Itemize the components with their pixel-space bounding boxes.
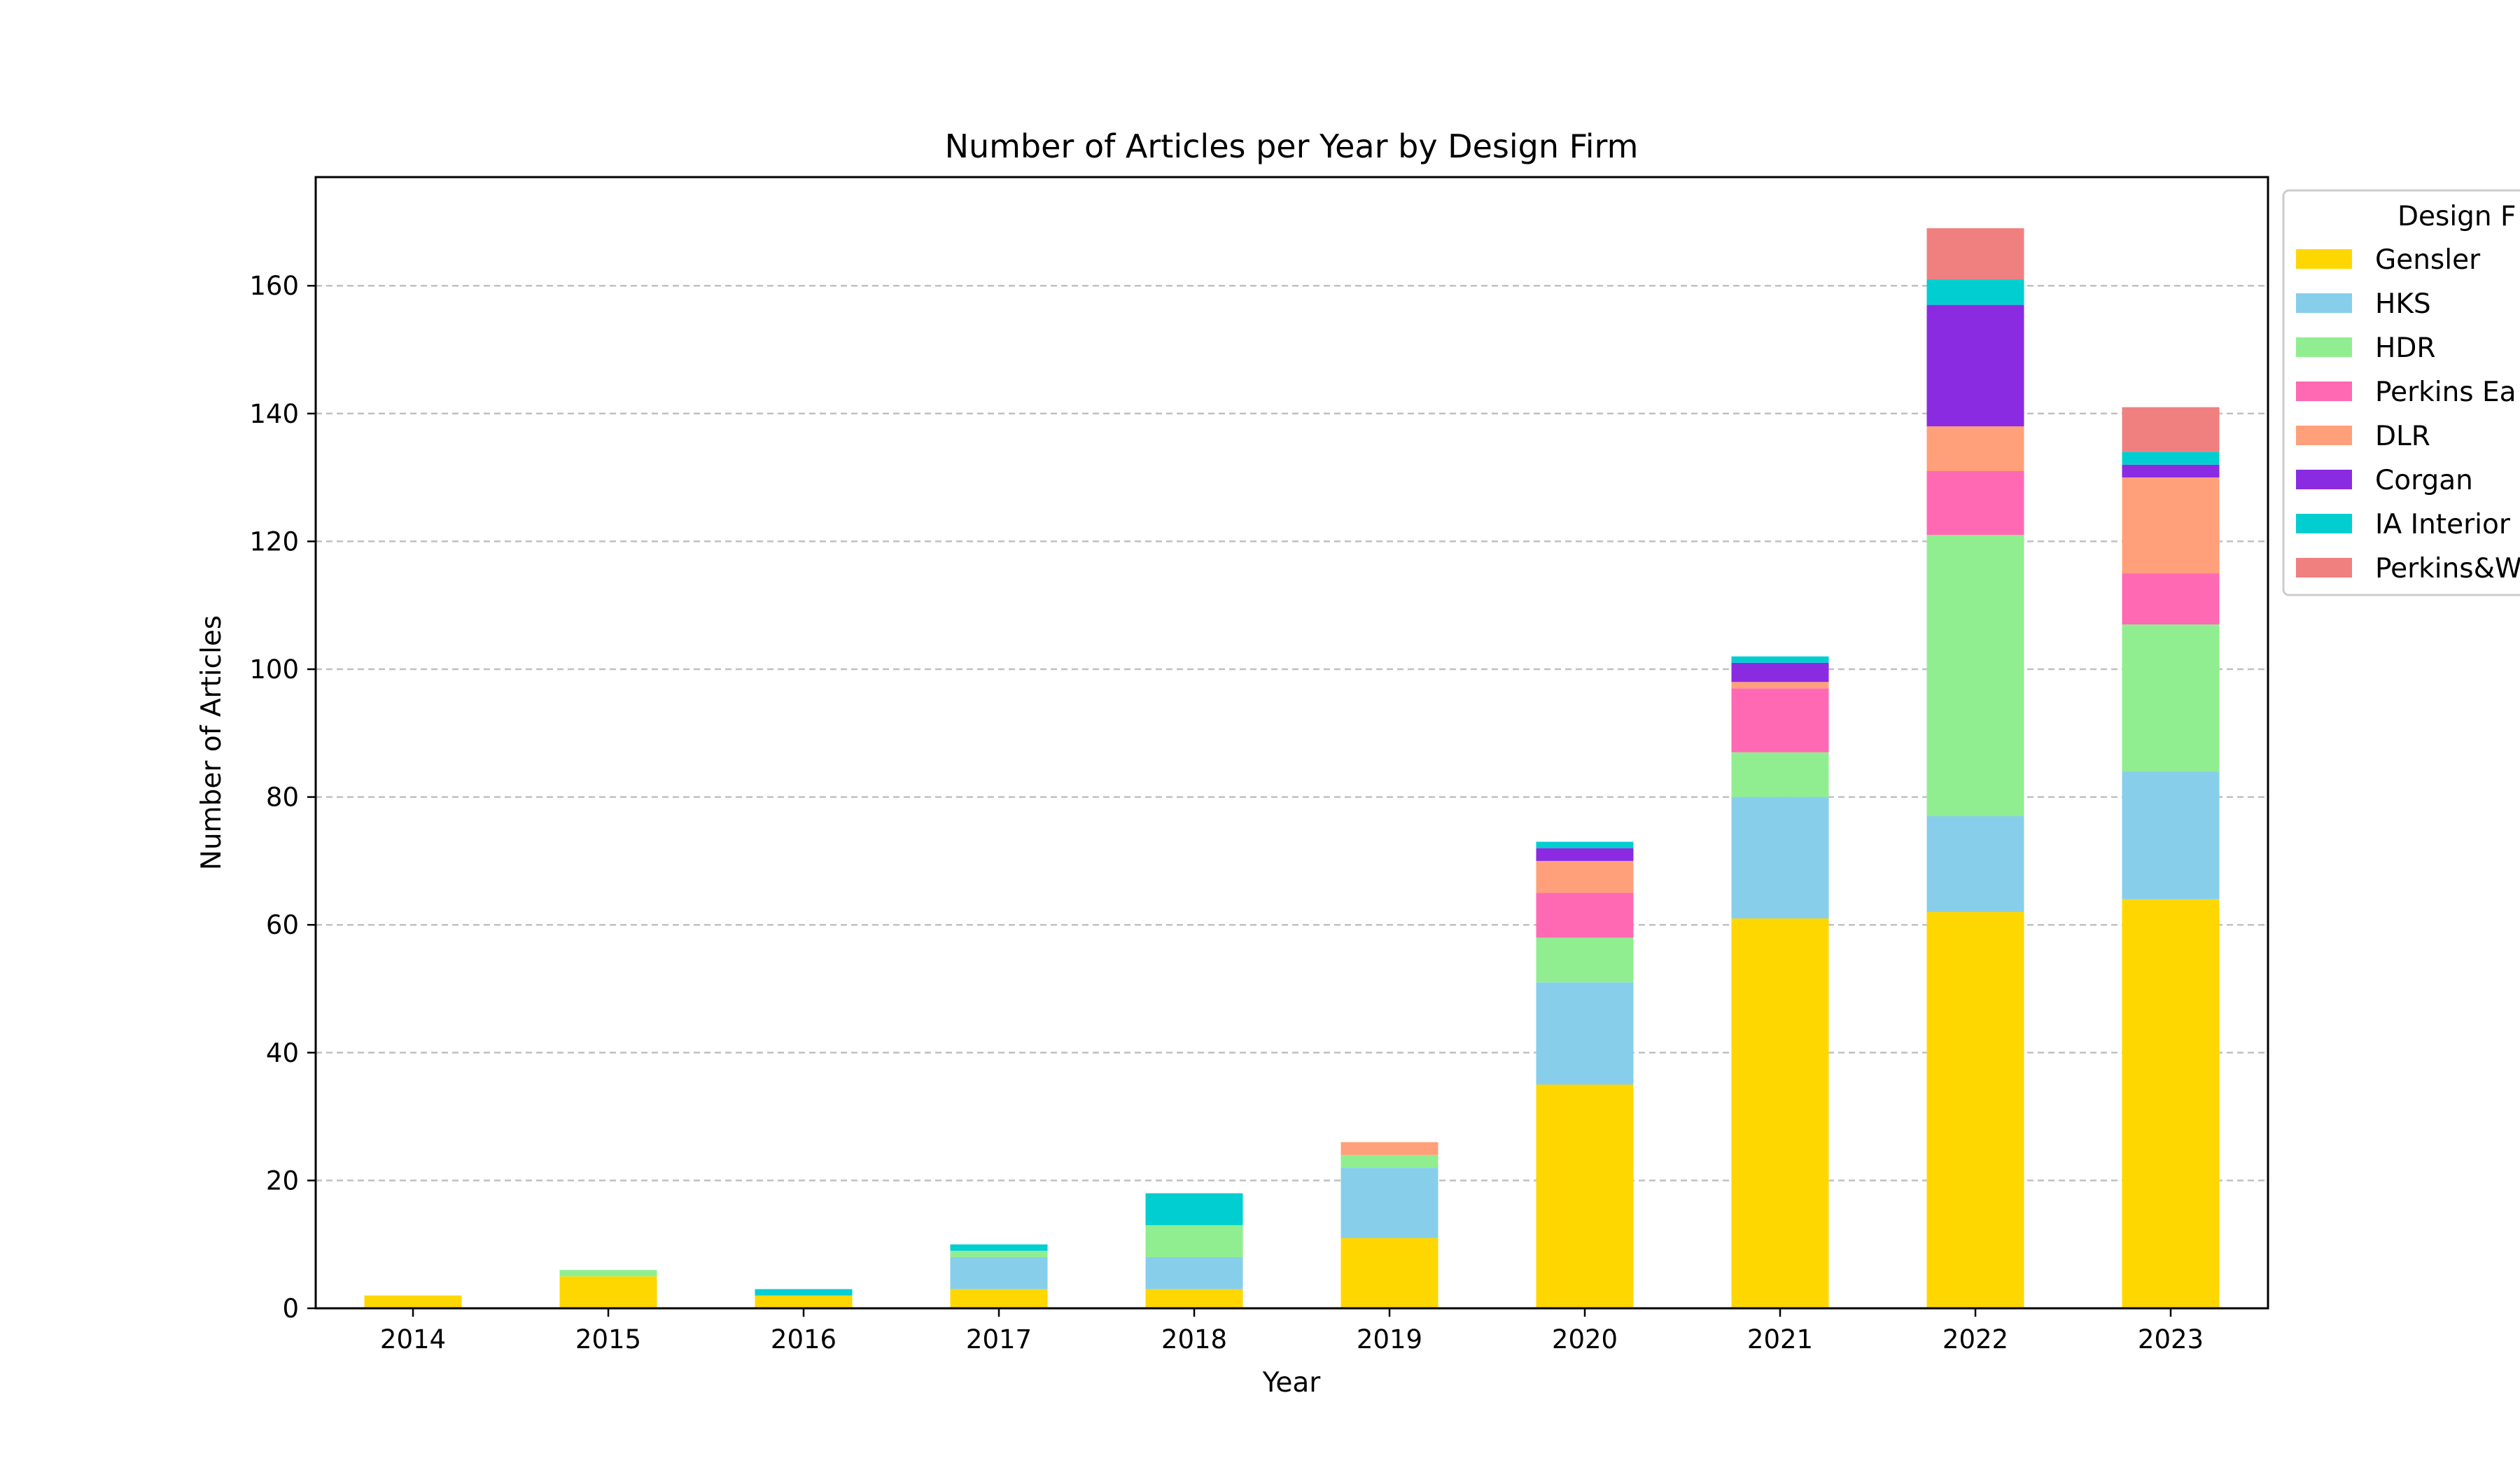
bar-segment-hks-2018 — [1145, 1256, 1243, 1289]
bar-segment-hks-2021 — [1731, 797, 1829, 919]
bar-segment-corgan-2020 — [1536, 848, 1634, 861]
bar-segment-hdr-2018 — [1145, 1225, 1243, 1257]
bar-segment-gensler-2018 — [1145, 1289, 1243, 1308]
axis-ticks: 0 20 40 60 80 100 120 140 160 2014 2015 2016 2017 201… — [249, 271, 2204, 1354]
bar-segment-hdr-2022 — [1926, 535, 2024, 816]
legend-label: HDR — [2375, 332, 2435, 364]
bar-segment-corgan-2023 — [2122, 464, 2220, 478]
x-axis-label: Year — [1262, 1367, 1322, 1399]
legend-swatch — [2296, 382, 2352, 401]
plot-frame — [314, 176, 2269, 1310]
x-tick-label: 2016 — [771, 1324, 836, 1354]
x-tick-label: 2019 — [1357, 1324, 1422, 1354]
legend-frame — [2282, 189, 2520, 596]
x-tick-label: 2022 — [1942, 1324, 2008, 1354]
bar-segment-hdr-2017 — [950, 1250, 1048, 1257]
bar-segment-ia-interior-2023 — [2122, 451, 2220, 465]
legend-swatch — [2296, 337, 2352, 357]
bar-segment-perkins-ea-2020 — [1536, 892, 1634, 938]
bar-segment-ia-interior-2021 — [1731, 656, 1829, 663]
bar-segment-gensler-2016 — [755, 1295, 853, 1308]
bar-segment-ia-interior-2020 — [1536, 841, 1634, 848]
bar-segment-hks-2020 — [1536, 982, 1634, 1085]
bar-segment-dlr-2022 — [1926, 426, 2024, 471]
bar-segment-gensler-2017 — [950, 1289, 1048, 1308]
x-tick-label: 2021 — [1747, 1324, 1813, 1354]
bar-segment-gensler-2021 — [1731, 918, 1829, 1308]
bar-segment-hks-2019 — [1340, 1168, 1438, 1238]
bar-segment-dlr-2023 — [2122, 477, 2220, 574]
bar-segment-dlr-2020 — [1536, 860, 1634, 893]
y-tick-label: 60 — [266, 910, 299, 940]
bar-segment-hdr-2023 — [2122, 624, 2220, 772]
bar-segment-ia-interior-2018 — [1145, 1193, 1243, 1226]
y-axis-label: Number of Articles — [196, 615, 227, 870]
bar-segment-ia-interior-2017 — [950, 1244, 1048, 1251]
legend-swatch — [2296, 293, 2352, 313]
bar-segment-gensler-2020 — [1536, 1084, 1634, 1308]
bar-segment-hks-2022 — [1926, 816, 2024, 912]
legend-label: DLR — [2375, 421, 2430, 452]
bar-segment-ia-interior-2016 — [755, 1289, 853, 1296]
bars — [364, 228, 2220, 1308]
legend-title: Design F — [2398, 201, 2516, 232]
y-tick-label: 80 — [266, 783, 299, 813]
x-tick-label: 2017 — [966, 1324, 1032, 1354]
bar-segment-dlr-2021 — [1731, 682, 1829, 689]
legend-swatch — [2296, 514, 2352, 533]
bar-segment-hdr-2019 — [1340, 1154, 1438, 1168]
legend: Design F Gensler HKS HDR Perkins Ea DLR Corga… — [2282, 189, 2520, 596]
bar-segment-hks-2017 — [950, 1256, 1048, 1289]
y-tick-label: 140 — [249, 399, 299, 429]
legend-swatch — [2296, 426, 2352, 445]
bar-segment-hdr-2015 — [559, 1270, 657, 1277]
x-tick-label: 2014 — [380, 1324, 446, 1354]
bar-segment-hdr-2021 — [1731, 752, 1829, 797]
y-tick-label: 40 — [266, 1038, 299, 1068]
x-tick-label: 2023 — [2138, 1324, 2204, 1354]
bar-segment-gensler-2023 — [2122, 899, 2220, 1308]
legend-label: Gensler — [2375, 244, 2481, 276]
legend-label: Perkins&W — [2375, 553, 2520, 584]
y-tick-label: 20 — [266, 1166, 299, 1196]
bar-segment-corgan-2021 — [1731, 662, 1829, 682]
bar-segment-perkins-w-2022 — [1926, 228, 2024, 280]
legend-label: IA Interior — [2375, 509, 2511, 540]
y-tick-label: 160 — [249, 271, 299, 301]
bar-segment-gensler-2019 — [1340, 1238, 1438, 1308]
bar-segment-perkins-w-2023 — [2122, 407, 2220, 452]
bar-segment-ia-interior-2022 — [1926, 279, 2024, 305]
bar-segment-gensler-2022 — [1926, 911, 2024, 1308]
legend-swatch — [2296, 558, 2352, 578]
bar-segment-hks-2023 — [2122, 771, 2220, 899]
bar-segment-corgan-2022 — [1926, 304, 2024, 427]
bar-segment-dlr-2019 — [1340, 1142, 1438, 1155]
bar-segment-perkins-ea-2021 — [1731, 688, 1829, 752]
chart-title: Number of Articles per Year by Design Fi… — [945, 127, 1639, 165]
x-tick-label: 2015 — [575, 1324, 641, 1354]
bar-segment-hdr-2020 — [1536, 937, 1634, 983]
bar-segment-perkins-ea-2022 — [1926, 470, 2024, 536]
y-tick-label: 120 — [249, 526, 299, 556]
bar-segment-gensler-2014 — [364, 1295, 462, 1308]
bar-segment-gensler-2015 — [559, 1276, 657, 1308]
legend-swatch — [2296, 470, 2352, 489]
x-tick-label: 2018 — [1161, 1324, 1227, 1354]
legend-label: Perkins Ea — [2375, 377, 2516, 408]
y-tick-label: 0 — [282, 1294, 299, 1324]
x-tick-label: 2020 — [1552, 1324, 1618, 1354]
bar-segment-perkins-ea-2023 — [2122, 573, 2220, 625]
y-tick-label: 100 — [249, 654, 299, 685]
legend-label: Corgan — [2375, 465, 2473, 496]
legend-swatch — [2296, 249, 2352, 269]
legend-label: HKS — [2375, 288, 2431, 320]
